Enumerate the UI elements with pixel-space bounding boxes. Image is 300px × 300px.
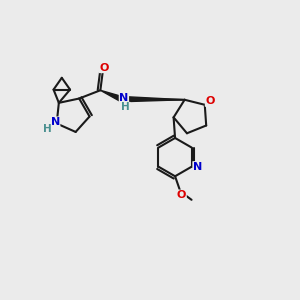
Text: O: O [177, 190, 186, 200]
Text: N: N [193, 162, 202, 172]
Text: N: N [119, 93, 128, 103]
Text: O: O [100, 63, 109, 73]
Text: H: H [43, 124, 52, 134]
Text: N: N [51, 117, 60, 127]
Polygon shape [100, 90, 123, 102]
Polygon shape [122, 97, 184, 102]
Text: H: H [121, 102, 130, 112]
Text: O: O [206, 96, 215, 106]
